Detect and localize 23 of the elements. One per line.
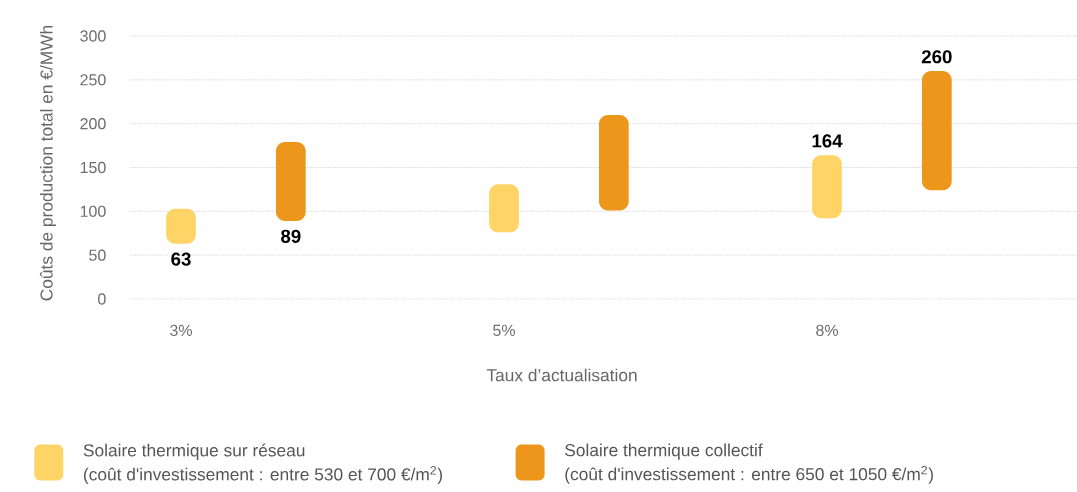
y-tick-label: 300 (80, 30, 106, 42)
annotation: 260 (921, 50, 952, 64)
legend-label: Solaire thermique sur réseau (coût d'investissement : entre 530 et 700 €/m$^{2}$) (83, 443, 442, 484)
x-tick-label: 3% (170, 324, 192, 337)
bar (921, 71, 952, 191)
x-tick-label: 5% (493, 324, 515, 336)
legend-label: Solaire thermique collectif (coût d'investissement : entre 650 et 1050 €/m$^{2}$) (565, 443, 933, 484)
y-tick-label: 50 (89, 249, 106, 261)
y-axis-title: Coûts de production total en €/MWh (39, 25, 57, 301)
y-tick-label: 150 (80, 161, 106, 174)
y-tick-label: 100 (80, 205, 106, 217)
annotation: 63 (171, 252, 191, 266)
bar (275, 142, 306, 221)
bar (489, 184, 519, 233)
annotation: 89 (281, 229, 301, 243)
bar (598, 114, 629, 211)
x-axis-title: Taux d’actualisation (486, 368, 637, 382)
annotation: 164 (812, 134, 843, 148)
x-tick-label: 8% (816, 324, 838, 337)
y-tick-label: 200 (80, 118, 106, 130)
y-tick-label: 0 (98, 293, 106, 305)
bar (812, 155, 842, 219)
y-tick-label: 250 (80, 74, 106, 86)
